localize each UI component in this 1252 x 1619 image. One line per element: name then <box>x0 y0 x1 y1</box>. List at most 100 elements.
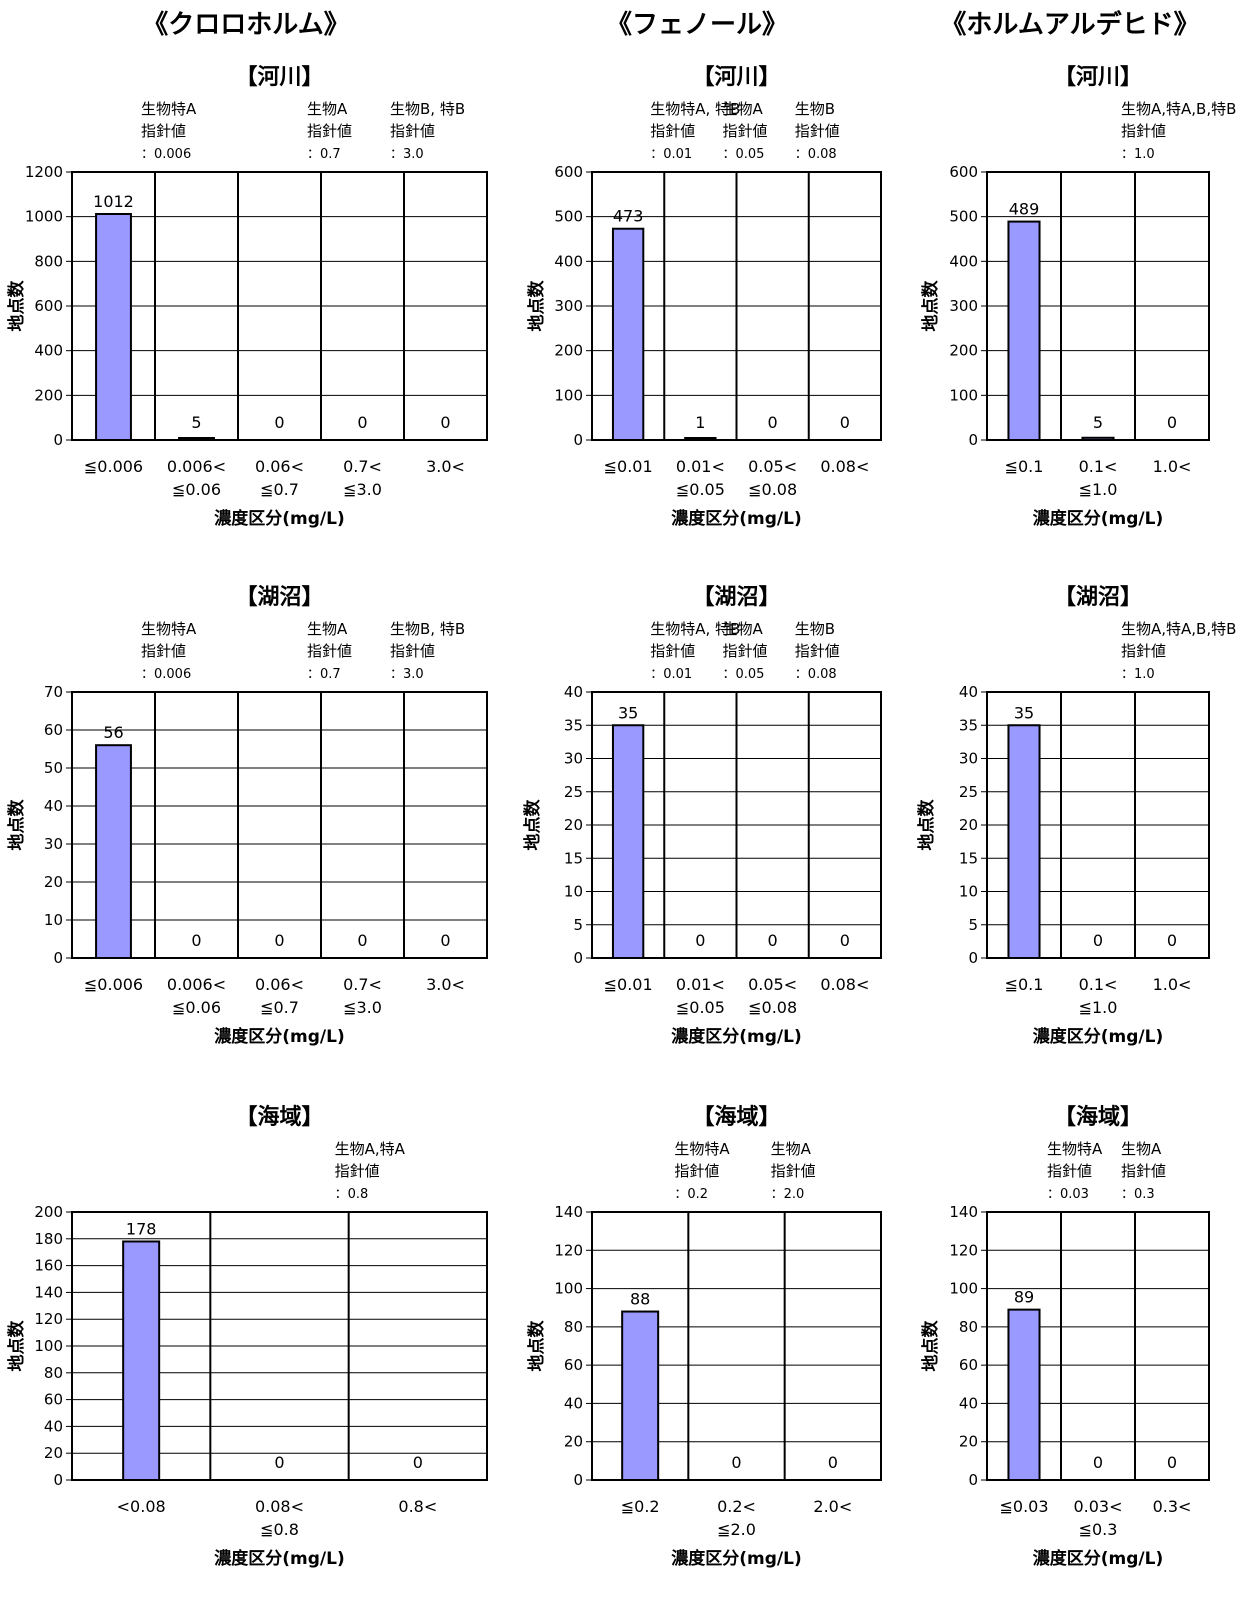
bar <box>95 212 132 441</box>
category-label: 0.08< <box>820 457 869 476</box>
y-tick-label: 0 <box>573 431 583 449</box>
category-label: ≦0.1 <box>1005 975 1044 994</box>
value-label: 0 <box>357 931 367 950</box>
y-tick-label: 200 <box>34 1203 63 1221</box>
category-label: ≦0.7 <box>260 998 299 1017</box>
value-label: 0 <box>1167 1453 1177 1472</box>
category-label: ≦3.0 <box>343 480 382 499</box>
value-label: 35 <box>1014 703 1034 722</box>
category-label: ≦0.06 <box>172 480 221 499</box>
bar <box>95 744 132 960</box>
category-label: 0.05< <box>748 457 797 476</box>
category-label: 0.7< <box>343 457 382 476</box>
y-tick-label: 300 <box>554 297 583 315</box>
y-tick-label: 80 <box>44 1364 63 1382</box>
y-tick-label: 0 <box>53 431 63 449</box>
y-tick-label: 50 <box>44 759 63 777</box>
y-tick-label: 80 <box>959 1318 978 1336</box>
y-tick-label: 20 <box>564 816 583 834</box>
value-label: 5 <box>1093 413 1103 432</box>
guideline-note: 指針値 <box>1121 1162 1166 1180</box>
chart-title: 【海域】 <box>235 1104 323 1130</box>
y-tick-label: 0 <box>968 431 978 449</box>
y-tick-label: 40 <box>959 1394 978 1412</box>
category-label: ≦0.03 <box>999 1497 1048 1516</box>
guideline-note: 生物B <box>795 620 835 638</box>
y-tick-label: 25 <box>959 783 978 801</box>
y-tick-label: 100 <box>34 1337 63 1355</box>
bar <box>621 1310 660 1481</box>
guideline-note: ：0.03 <box>1047 1187 1089 1202</box>
guideline-note: 指針値 <box>307 642 352 660</box>
y-tick-label: 30 <box>44 835 63 853</box>
column-title-phenol: 《フェノール》 <box>605 10 788 40</box>
y-axis-label: 地点数 <box>6 1320 27 1372</box>
y-tick-label: 40 <box>44 797 63 815</box>
value-label: 0 <box>413 1453 423 1472</box>
bar <box>1007 724 1041 959</box>
plot-frame <box>591 691 882 959</box>
value-label: 0 <box>1167 931 1177 950</box>
bar <box>122 1240 161 1481</box>
value-label: 473 <box>613 207 644 226</box>
y-axis-label: 地点数 <box>6 280 27 332</box>
y-axis-label: 地点数 <box>920 280 941 332</box>
value-label: 0 <box>840 413 850 432</box>
bar <box>1081 436 1115 441</box>
guideline-note: 生物特A, 特B <box>650 620 740 638</box>
y-tick-label: 10 <box>44 911 63 929</box>
y-tick-label: 0 <box>968 1471 978 1489</box>
category-label: 0.01< <box>676 975 725 994</box>
category-label: 1.0< <box>1153 457 1192 476</box>
y-tick-label: 10 <box>959 883 978 901</box>
value-label: 0 <box>768 931 778 950</box>
plot-frame <box>986 691 1210 959</box>
guideline-note: ：0.006 <box>141 147 191 162</box>
plot-frame <box>71 171 488 441</box>
y-tick-label: 40 <box>44 1417 63 1435</box>
y-axis-label: 地点数 <box>526 1320 547 1372</box>
category-label: ≦2.0 <box>717 1520 756 1539</box>
guideline-note: ：3.0 <box>390 147 424 162</box>
guideline-note: 生物B <box>795 100 835 118</box>
plot-frame <box>591 171 882 441</box>
category-label: 0.08< <box>255 1497 304 1516</box>
category-label: 0.05< <box>748 975 797 994</box>
y-tick-label: 0 <box>573 1471 583 1489</box>
y-tick-label: 0 <box>573 949 583 967</box>
category-label: ≦0.05 <box>676 480 725 499</box>
bar <box>1007 220 1041 441</box>
category-label: 0.7< <box>343 975 382 994</box>
guideline-note: ：1.0 <box>1121 667 1155 682</box>
y-tick-label: 120 <box>554 1241 583 1259</box>
y-tick-label: 200 <box>949 342 978 360</box>
chart-title: 【河川】 <box>1054 65 1142 90</box>
guideline-note: ：0.7 <box>307 667 341 682</box>
y-tick-label: 60 <box>959 1356 978 1374</box>
x-axis-label: 濃度区分(mg/L) <box>671 508 801 529</box>
guideline-note: 指針値 <box>390 122 435 140</box>
y-tick-label: 25 <box>564 783 583 801</box>
value-label: 178 <box>126 1219 157 1238</box>
category-label: 0.06< <box>255 975 304 994</box>
guideline-note: 生物A <box>771 1140 812 1158</box>
y-tick-label: 80 <box>564 1318 583 1336</box>
bar <box>684 437 717 441</box>
value-label: 0 <box>274 413 284 432</box>
guideline-note: 指針値 <box>650 642 695 660</box>
guideline-note: 指針値 <box>1047 1162 1092 1180</box>
y-tick-label: 1000 <box>25 208 63 226</box>
y-tick-label: 60 <box>564 1356 583 1374</box>
guideline-note: 指針値 <box>674 1162 719 1180</box>
guideline-note: 指針値 <box>1121 122 1166 140</box>
y-tick-label: 100 <box>949 386 978 404</box>
y-tick-label: 600 <box>554 163 583 181</box>
y-tick-label: 500 <box>554 208 583 226</box>
guideline-note: 生物特A <box>674 1140 730 1158</box>
value-label: 0 <box>274 931 284 950</box>
y-tick-label: 500 <box>949 208 978 226</box>
bar <box>1007 1308 1041 1481</box>
guideline-note: 生物A <box>1121 1140 1162 1158</box>
category-label: 0.08< <box>820 975 869 994</box>
y-tick-label: 0 <box>968 949 978 967</box>
